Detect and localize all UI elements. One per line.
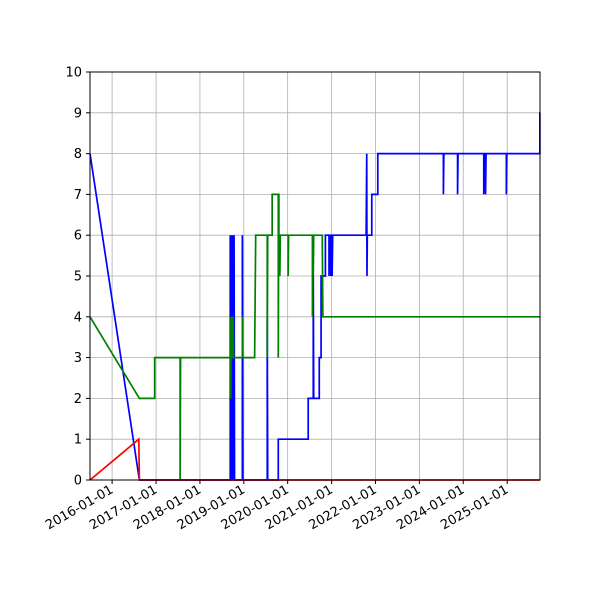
y-tick-label: 8 — [74, 147, 82, 162]
y-tick-label: 9 — [74, 106, 82, 121]
series-line-2 — [89, 193, 540, 481]
series-group — [89, 111, 541, 481]
series-line-1 — [89, 111, 541, 481]
y-tick-label: 5 — [74, 270, 82, 285]
grid — [90, 71, 540, 481]
y-tick-label: 7 — [74, 188, 82, 203]
y-tick-label: 10 — [65, 66, 82, 81]
y-axis: 0 1 2 3 4 5 6 7 8 9 10 — [65, 66, 90, 489]
y-tick-label: 2 — [74, 392, 82, 407]
y-tick-label: 6 — [74, 229, 82, 244]
y-tick-label: 1 — [74, 433, 82, 448]
x-axis: 2016-01-012017-01-012018-01-012019-01-01… — [43, 480, 511, 533]
y-tick-label: 3 — [74, 351, 82, 366]
y-tick-label: 0 — [74, 474, 82, 489]
y-tick-label: 4 — [74, 310, 82, 325]
series-line-3 — [89, 437, 540, 481]
